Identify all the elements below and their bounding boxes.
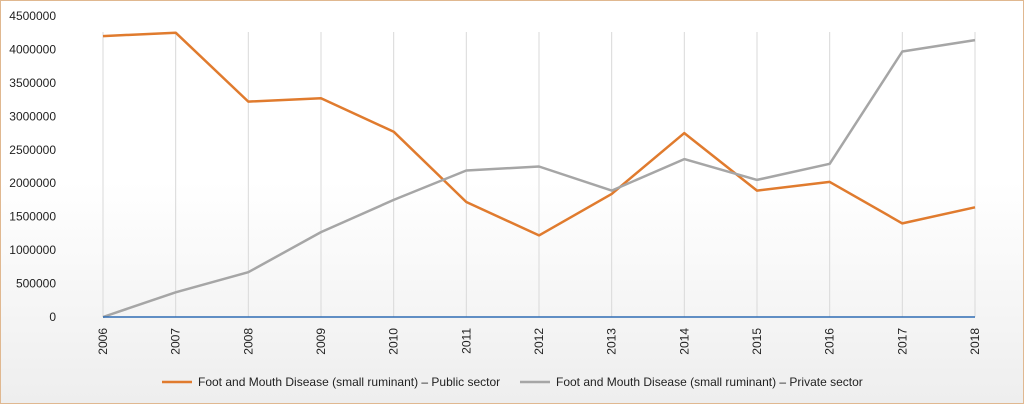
y-tick-label: 3000000 [9,109,56,123]
y-tick-label: 500000 [16,277,56,291]
y-tick-label: 2500000 [9,143,56,157]
y-tick-label: 2000000 [9,176,56,190]
x-tick-label: 2011 [459,328,473,354]
x-tick-label: 2006 [96,328,110,355]
chart-series [102,31,976,319]
x-tick-label: 2016 [823,328,837,355]
y-tick-label: 0 [49,310,56,324]
y-tick-label: 1500000 [9,210,56,224]
x-tick-label: 2017 [895,328,909,355]
legend-label-public-sector: Foot and Mouth Disease (small ruminant) … [198,375,500,389]
x-tick-label: 2018 [968,328,982,355]
legend-label-private-sector: Foot and Mouth Disease (small ruminant) … [556,375,863,389]
x-tick-label: 2007 [169,328,183,355]
x-axis: 2006 2007 2008 2009 2010 2011 2012 2013 2014 2015… [96,328,982,355]
chart-legend: Foot and Mouth Disease (small ruminant) … [162,375,863,389]
x-tick-label: 2008 [241,328,255,355]
y-tick-label: 1000000 [9,243,56,257]
y-tick-label: 4000000 [9,42,56,56]
y-tick-label: 3500000 [9,76,56,90]
x-tick-label: 2010 [387,328,401,355]
x-tick-label: 2009 [314,328,328,355]
y-axis: 0 500000 1000000 1500000 2000000 2500000 30000… [9,9,56,324]
x-tick-label: 2013 [605,328,619,355]
chart-gridlines [102,32,976,317]
x-tick-label: 2012 [532,328,546,355]
y-tick-label: 4500000 [9,9,56,23]
x-tick-label: 2014 [677,328,691,355]
x-tick-label: 2015 [750,328,764,355]
